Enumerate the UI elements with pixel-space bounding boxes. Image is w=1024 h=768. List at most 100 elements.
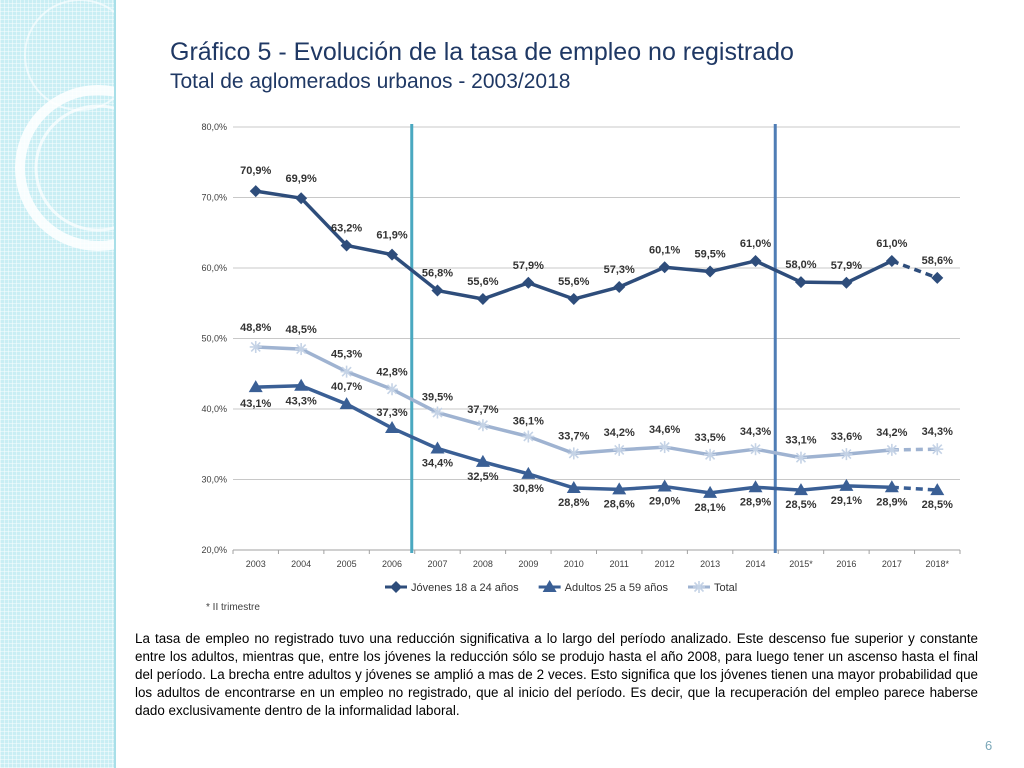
- data-point: [930, 483, 945, 496]
- data-label: 57,9%: [831, 260, 862, 272]
- data-label: 63,2%: [331, 222, 362, 234]
- data-label: 28,5%: [785, 499, 816, 511]
- title-line-1: Gráfico 5 - Evolución de la tasa de empl…: [170, 38, 794, 66]
- data-point: [567, 293, 580, 306]
- x-tick-label: 2008: [473, 559, 493, 569]
- data-label: 28,9%: [876, 496, 907, 508]
- data-point: [931, 271, 944, 284]
- data-label: 45,3%: [331, 349, 362, 361]
- legend-label: Jóvenes 18 a 24 años: [411, 582, 519, 594]
- data-point: [249, 185, 262, 198]
- data-point: [249, 340, 262, 353]
- data-point: [567, 447, 580, 460]
- body-paragraph: La tasa de empleo no registrado tuvo una…: [135, 631, 978, 718]
- data-point: [658, 261, 671, 274]
- data-point: [431, 284, 444, 297]
- data-label: 70,9%: [240, 165, 271, 177]
- y-tick-label: 70,0%: [201, 193, 227, 203]
- x-tick-label: 2018*: [926, 559, 950, 569]
- data-point: [885, 443, 898, 456]
- data-label: 48,5%: [286, 324, 317, 336]
- data-point: [476, 419, 489, 432]
- page-number: 6: [985, 738, 993, 753]
- y-tick-label: 80,0%: [201, 122, 227, 132]
- x-tick-label: 2007: [427, 559, 447, 569]
- data-point: [294, 378, 309, 391]
- data-point: [658, 441, 671, 454]
- data-point: [339, 397, 354, 410]
- data-point: [793, 483, 808, 496]
- legend-marker: [693, 581, 705, 593]
- data-point: [521, 466, 536, 479]
- line-chart: 20,0% 30,0% 40,0% 50,0% 60,0% 70,0% 80,0% 2003 2…: [201, 122, 961, 594]
- data-label: 59,5%: [694, 249, 725, 261]
- series-line-dashed: [891, 447, 938, 452]
- data-label: 56,8%: [422, 268, 453, 280]
- data-point: [613, 443, 626, 456]
- data-label: 37,3%: [376, 407, 407, 419]
- data-label: 34,3%: [922, 426, 953, 438]
- data-point: [295, 192, 308, 205]
- data-point: [476, 293, 489, 306]
- data-label: 57,9%: [513, 260, 544, 272]
- data-point: [340, 365, 353, 378]
- data-point: [704, 265, 717, 278]
- data-point: [657, 479, 672, 492]
- data-label: 60,1%: [649, 244, 680, 256]
- data-label: 48,8%: [240, 322, 271, 334]
- data-label: 39,5%: [422, 392, 453, 404]
- series-line-dashed: [891, 485, 938, 492]
- data-point: [794, 276, 807, 289]
- x-tick-label: 2004: [291, 559, 311, 569]
- legend-marker: [542, 580, 557, 592]
- decorative-circles: [15, 0, 114, 251]
- data-point: [749, 443, 762, 456]
- data-label: 33,5%: [694, 432, 725, 444]
- legend-label: Total: [714, 582, 737, 594]
- data-point: [703, 485, 718, 498]
- data-label: 34,3%: [740, 426, 771, 438]
- y-tick-label: 60,0%: [201, 263, 227, 273]
- data-point: [704, 448, 717, 461]
- legend-marker: [390, 581, 402, 593]
- data-label: 57,3%: [604, 264, 635, 276]
- data-point: [566, 480, 581, 493]
- y-tick-label: 50,0%: [201, 334, 227, 344]
- data-point: [248, 380, 263, 393]
- data-label: 36,1%: [513, 415, 544, 427]
- data-point: [475, 454, 490, 467]
- data-point: [385, 421, 400, 434]
- data-label: 37,7%: [467, 404, 498, 416]
- data-point: [839, 478, 854, 491]
- data-label: 43,1%: [240, 398, 271, 410]
- data-label: 69,9%: [286, 173, 317, 185]
- y-tick-label: 40,0%: [201, 404, 227, 414]
- data-label: 42,8%: [376, 366, 407, 378]
- data-label: 33,1%: [785, 435, 816, 447]
- data-label: 29,0%: [649, 496, 680, 508]
- data-label: 34,2%: [604, 427, 635, 439]
- data-point: [431, 406, 444, 419]
- legend-label: Adultos 25 a 59 años: [565, 582, 669, 594]
- data-point: [522, 430, 535, 443]
- x-tick-label: 2017: [882, 559, 902, 569]
- x-tick-label: 2005: [337, 559, 357, 569]
- data-label: 30,8%: [513, 483, 544, 495]
- data-point: [430, 441, 445, 454]
- x-tick-label: 2010: [564, 559, 584, 569]
- x-tick-label: 2003: [246, 559, 266, 569]
- data-label: 58,6%: [922, 255, 953, 267]
- data-label: 55,6%: [558, 276, 589, 288]
- data-label: 34,2%: [876, 427, 907, 439]
- data-label: 40,7%: [331, 381, 362, 393]
- data-label: 32,5%: [467, 471, 498, 483]
- y-tick-label: 20,0%: [201, 545, 227, 555]
- x-tick-label: 2012: [655, 559, 675, 569]
- data-point: [840, 448, 853, 461]
- x-tick-label: 2013: [700, 559, 720, 569]
- data-label: 28,1%: [694, 502, 725, 514]
- data-point: [748, 480, 763, 493]
- data-label: 43,3%: [286, 396, 317, 408]
- data-point: [884, 480, 899, 493]
- data-point: [840, 276, 853, 289]
